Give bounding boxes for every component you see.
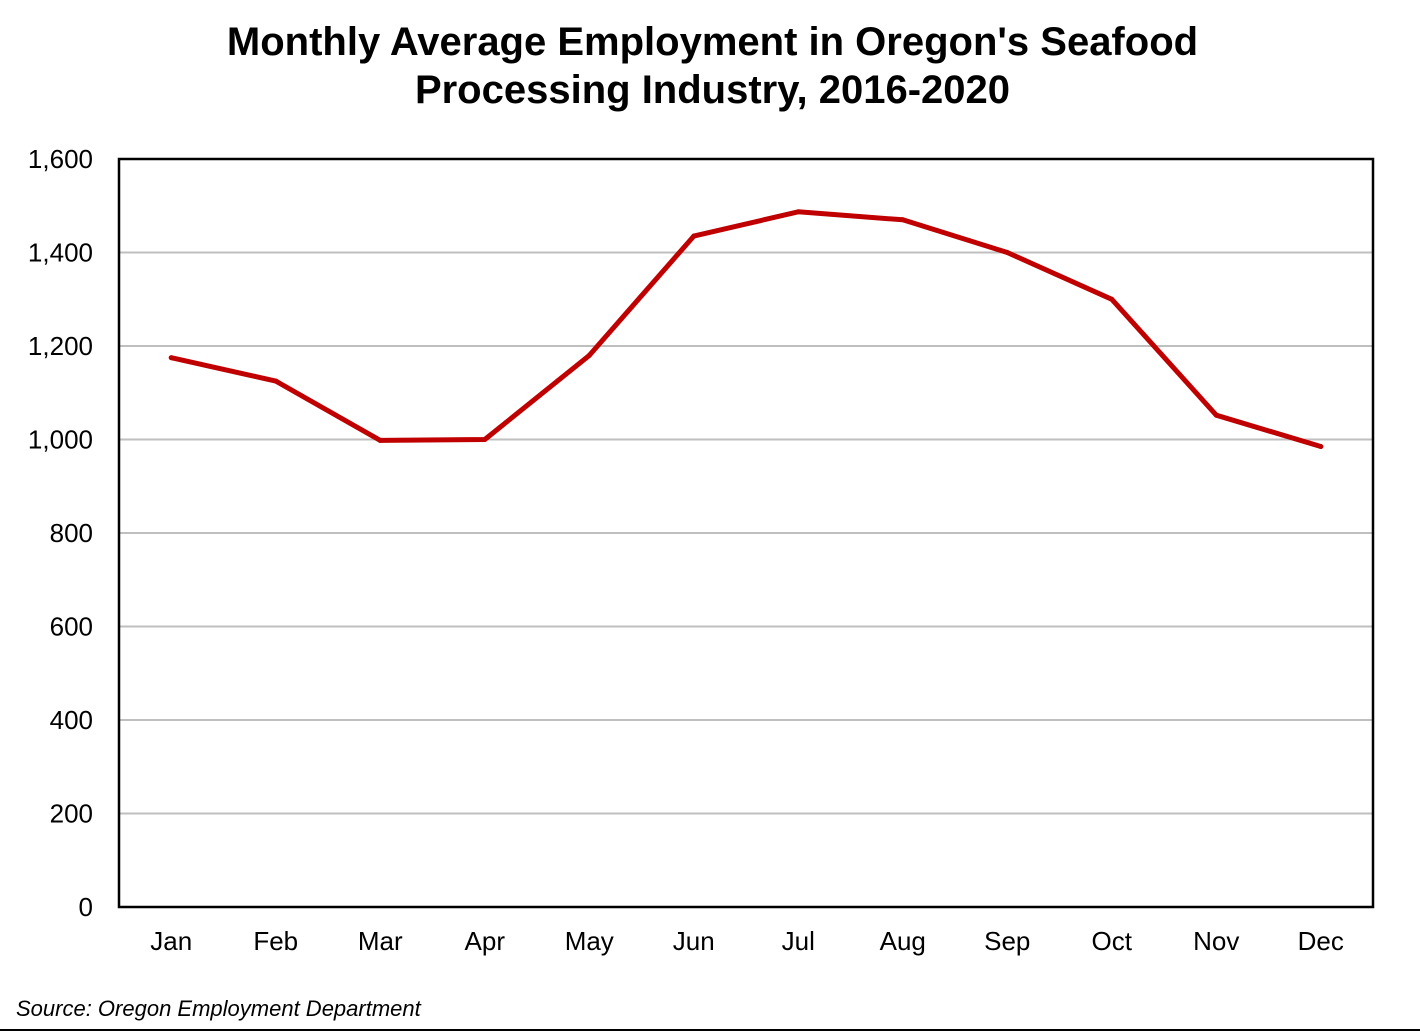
chart-title-line-2: Processing Industry, 2016-2020: [414, 68, 1011, 112]
x-tick-label: Mar: [358, 926, 403, 956]
series-line: [168, 209, 1324, 449]
plot-area-frame: [117, 157, 1375, 909]
x-tick-label: Apr: [465, 926, 506, 956]
series-layer: [168, 209, 1324, 450]
data-point: [1213, 412, 1219, 418]
data-point: [586, 352, 592, 358]
data-point: [795, 209, 801, 215]
x-tick-label: Feb: [253, 926, 298, 956]
y-tick-label: 0: [79, 892, 93, 922]
data-point: [1318, 444, 1324, 450]
y-tick-label: 1,200: [28, 331, 93, 361]
x-tick-label: May: [565, 926, 614, 956]
y-tick-label: 1,400: [28, 238, 93, 268]
x-tick-label: Dec: [1298, 926, 1344, 956]
source-note: Source: Oregon Employment Department: [16, 996, 421, 1021]
y-tick-label: 400: [50, 705, 93, 735]
chart-title: Monthly Average Employment in Oregon's S…: [0, 18, 1420, 114]
chart-title-line-1: Monthly Average Employment in Oregon's S…: [226, 20, 1199, 64]
x-axis-tick-labels: Jan Feb Mar Apr May Jun Jul Aug Sep Oct Nov Dec: [150, 926, 1344, 956]
data-point: [691, 233, 697, 239]
gridlines: [119, 251, 1373, 815]
y-tick-label: 1,600: [28, 144, 93, 174]
x-tick-label: Nov: [1193, 926, 1239, 956]
data-point: [377, 437, 383, 443]
x-tick-label: Oct: [1092, 926, 1133, 956]
y-tick-label: 600: [50, 612, 93, 642]
data-point: [1004, 250, 1010, 255]
data-point: [273, 378, 279, 384]
data-point: [168, 355, 174, 361]
bottom-border: [0, 1029, 1420, 1031]
y-tick-label: 800: [50, 518, 93, 548]
y-axis-tick-labels: 0 200 400 600 800 1,000 1,200 1,400 1,600: [28, 144, 93, 922]
y-tick-label: 1,000: [28, 425, 93, 455]
x-tick-label: Jun: [673, 926, 715, 956]
data-point: [900, 217, 906, 223]
x-tick-label: Jul: [782, 926, 815, 956]
y-tick-label: 200: [50, 799, 93, 829]
x-tick-label: Sep: [984, 926, 1030, 956]
x-tick-label: Aug: [880, 926, 926, 956]
data-point: [482, 437, 488, 442]
data-point: [1109, 296, 1115, 302]
x-tick-label: Jan: [150, 926, 192, 956]
